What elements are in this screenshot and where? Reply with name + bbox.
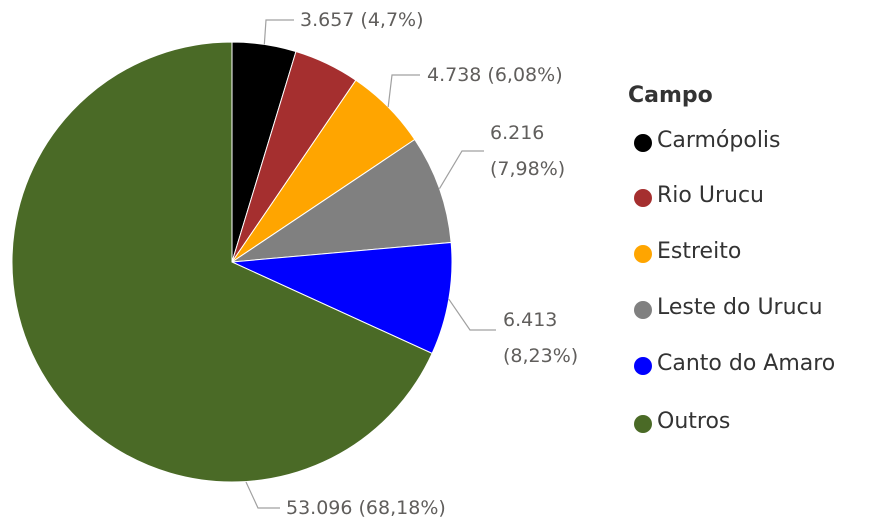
leader-line [448,298,496,331]
data-label: 4.738 (6,08%) [427,64,563,86]
legend-marker [634,301,652,319]
leader-line [438,150,484,190]
leader-line [263,19,294,45]
data-label: 6.216 (7,98%) [490,122,566,180]
leader-line [387,74,420,108]
legend-label: Outros [657,409,731,434]
data-label: 6.413 (8,23%) [503,309,579,367]
legend-label: Carmópolis [657,128,781,153]
data-label: 53.096 (68,18%) [286,497,446,519]
leader-line [245,481,280,509]
legend-marker [634,415,652,433]
legend-marker [634,357,652,375]
legend-marker [634,134,652,152]
legend-label: Rio Urucu [657,183,764,208]
legend-label: Leste do Urucu [657,295,823,320]
data-label: 3.657 (4,7%) [300,9,424,31]
legend-label: Estreito [657,239,742,264]
legend-title: Campo [628,83,713,108]
legend-label: Canto do Amaro [657,351,836,376]
pie-slice [11,41,433,483]
legend-marker [634,245,652,263]
pie-slice [231,138,452,263]
legend-marker [634,189,652,207]
